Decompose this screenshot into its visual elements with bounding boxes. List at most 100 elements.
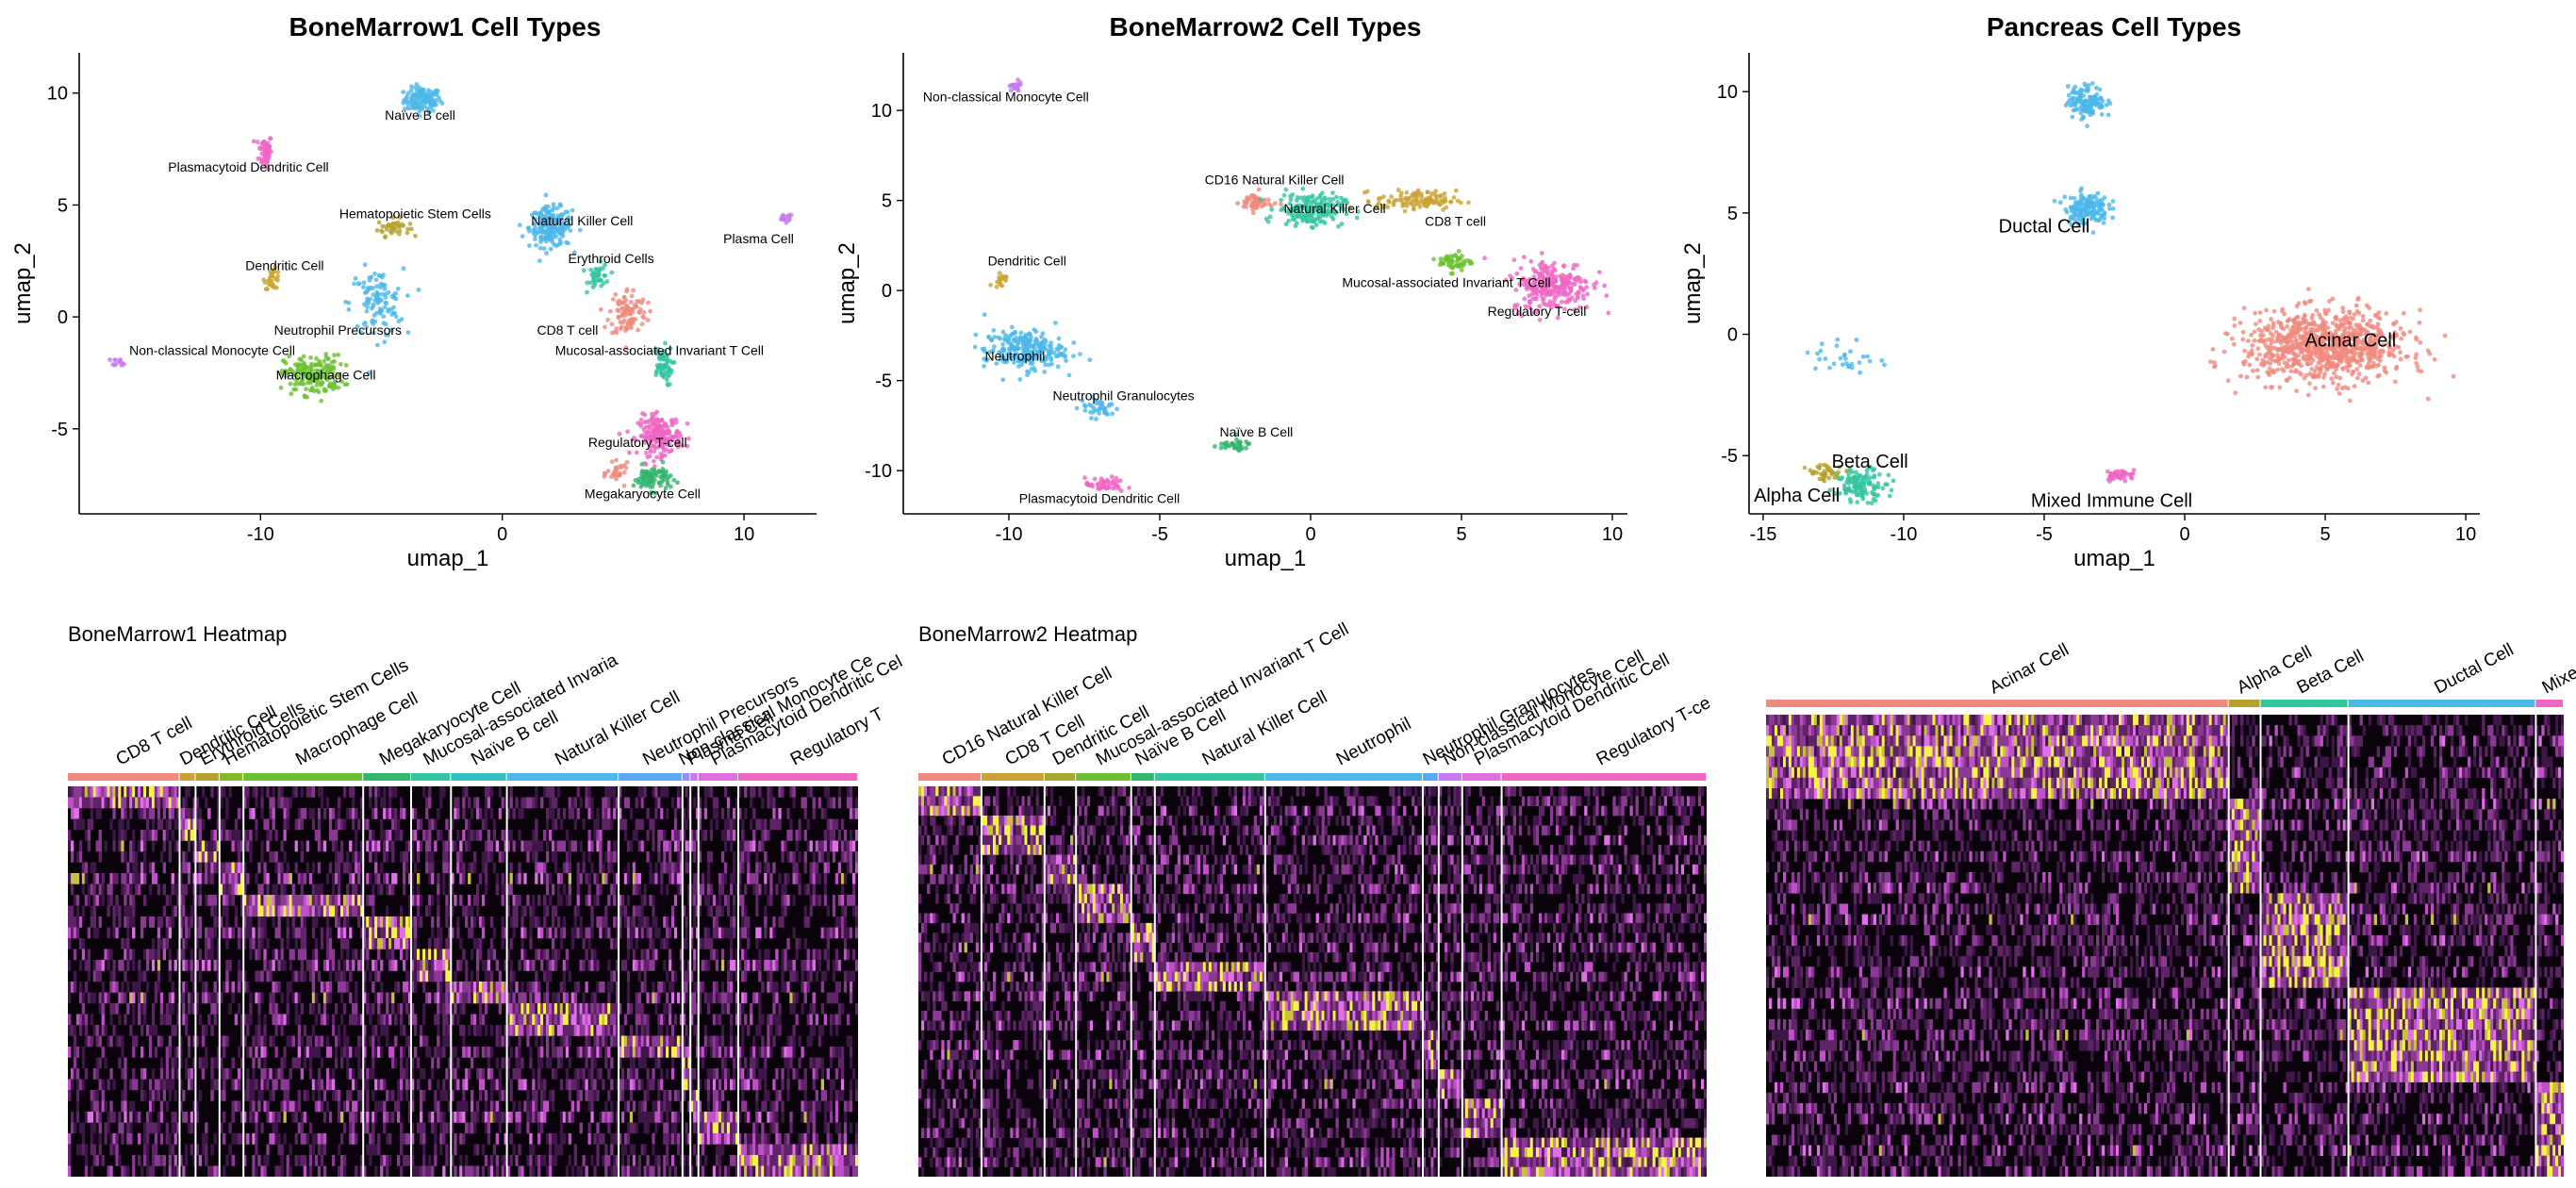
data-point <box>2279 348 2285 353</box>
data-point <box>1043 341 1048 347</box>
data-point <box>1560 280 1565 285</box>
heatmap-cell <box>151 1165 156 1177</box>
chart-title: BoneMarrow1 Cell Types <box>289 12 602 41</box>
heatmap-cell <box>173 1057 177 1069</box>
heatmap-cell <box>231 1057 235 1069</box>
data-point <box>339 379 344 385</box>
data-point <box>1015 346 1020 352</box>
data-point <box>308 355 313 360</box>
heatmap-cell <box>294 818 298 831</box>
heatmap-cell <box>207 992 211 1004</box>
data-point <box>374 228 380 233</box>
data-point <box>650 429 655 435</box>
heatmap-cell <box>132 786 136 798</box>
heatmap-cell <box>118 905 122 917</box>
heatmap-cell <box>237 1133 241 1145</box>
heatmap-cell <box>101 1090 105 1101</box>
data-point <box>320 367 325 372</box>
heatmap-cell <box>255 797 258 809</box>
heatmap-cell <box>157 1035 161 1048</box>
heatmap-cell <box>168 1047 172 1058</box>
data-point <box>1091 405 1097 411</box>
data-point <box>361 322 367 326</box>
data-point <box>1250 210 1256 216</box>
heatmap-cell <box>112 1133 116 1145</box>
heatmap-cell <box>143 1122 147 1134</box>
heatmap-cell <box>173 818 177 831</box>
heatmap-cell <box>294 786 298 798</box>
heatmap-cell <box>201 786 206 798</box>
heatmap-cell <box>308 786 313 798</box>
heatmap-cell <box>188 830 191 841</box>
data-point <box>654 409 660 415</box>
heatmap-cell <box>140 992 144 1004</box>
heatmap-cell <box>231 840 235 852</box>
heatmap-cell <box>129 905 133 917</box>
data-point <box>404 95 409 101</box>
data-point <box>671 477 677 483</box>
heatmap-cell <box>216 862 221 874</box>
data-point <box>1854 338 1859 342</box>
data-point <box>1530 267 1536 272</box>
data-point <box>275 277 280 283</box>
heatmap-cell <box>92 916 96 928</box>
data-point <box>670 435 676 440</box>
data-point <box>2108 471 2114 476</box>
data-point <box>2360 314 2366 319</box>
data-point <box>2355 375 2360 381</box>
heatmap-cell <box>157 949 161 961</box>
heatmap-cell <box>121 1068 124 1080</box>
heatmap-cell <box>148 830 153 841</box>
data-point <box>621 295 627 301</box>
heatmap-cell <box>195 1003 199 1015</box>
data-point <box>1330 190 1335 195</box>
heatmap-cell <box>101 786 105 798</box>
heatmap-cell <box>216 851 221 863</box>
data-point <box>1859 494 1865 500</box>
data-point <box>1330 197 1336 202</box>
heatmap-cell <box>140 840 144 852</box>
data-point <box>1287 201 1293 206</box>
data-point <box>2376 333 2382 338</box>
data-point <box>1052 350 1057 355</box>
data-point <box>2325 325 2331 330</box>
heatmap-cell <box>124 851 127 863</box>
data-point <box>2269 385 2273 390</box>
data-point <box>538 224 544 230</box>
data-point <box>1538 271 1543 276</box>
data-point <box>1527 305 1532 309</box>
data-point <box>1099 483 1105 487</box>
heatmap-cell <box>126 916 130 928</box>
data-point <box>1419 191 1424 197</box>
data-point <box>640 297 646 303</box>
data-point <box>2296 358 2302 364</box>
data-point <box>1573 298 1577 304</box>
data-point <box>625 429 630 435</box>
heatmap-cell <box>162 1155 166 1166</box>
data-point <box>2254 322 2258 327</box>
data-point <box>2432 356 2437 362</box>
data-point <box>536 230 540 236</box>
data-point <box>1563 300 1568 305</box>
heatmap-cell <box>234 862 239 874</box>
data-point <box>1292 206 1296 211</box>
data-point <box>617 431 622 437</box>
heatmap-cell <box>73 1047 77 1058</box>
heatmap-cell <box>101 1025 105 1036</box>
heatmap-cell <box>154 1090 158 1101</box>
heatmap-cell <box>101 873 105 884</box>
data-point <box>2258 337 2264 342</box>
data-point <box>571 250 577 256</box>
data-point <box>425 97 431 103</box>
heatmap-cell <box>173 1047 177 1058</box>
data-point <box>669 422 675 428</box>
heatmap-cell <box>84 960 89 971</box>
data-point <box>2306 322 2312 327</box>
data-point <box>1848 349 1853 355</box>
data-point <box>374 284 380 289</box>
heatmap-cell <box>237 970 241 982</box>
data-point <box>1466 200 1471 206</box>
heatmap-cell <box>223 830 226 841</box>
heatmap-cell <box>118 1057 122 1069</box>
heatmap-cell <box>143 1155 147 1166</box>
